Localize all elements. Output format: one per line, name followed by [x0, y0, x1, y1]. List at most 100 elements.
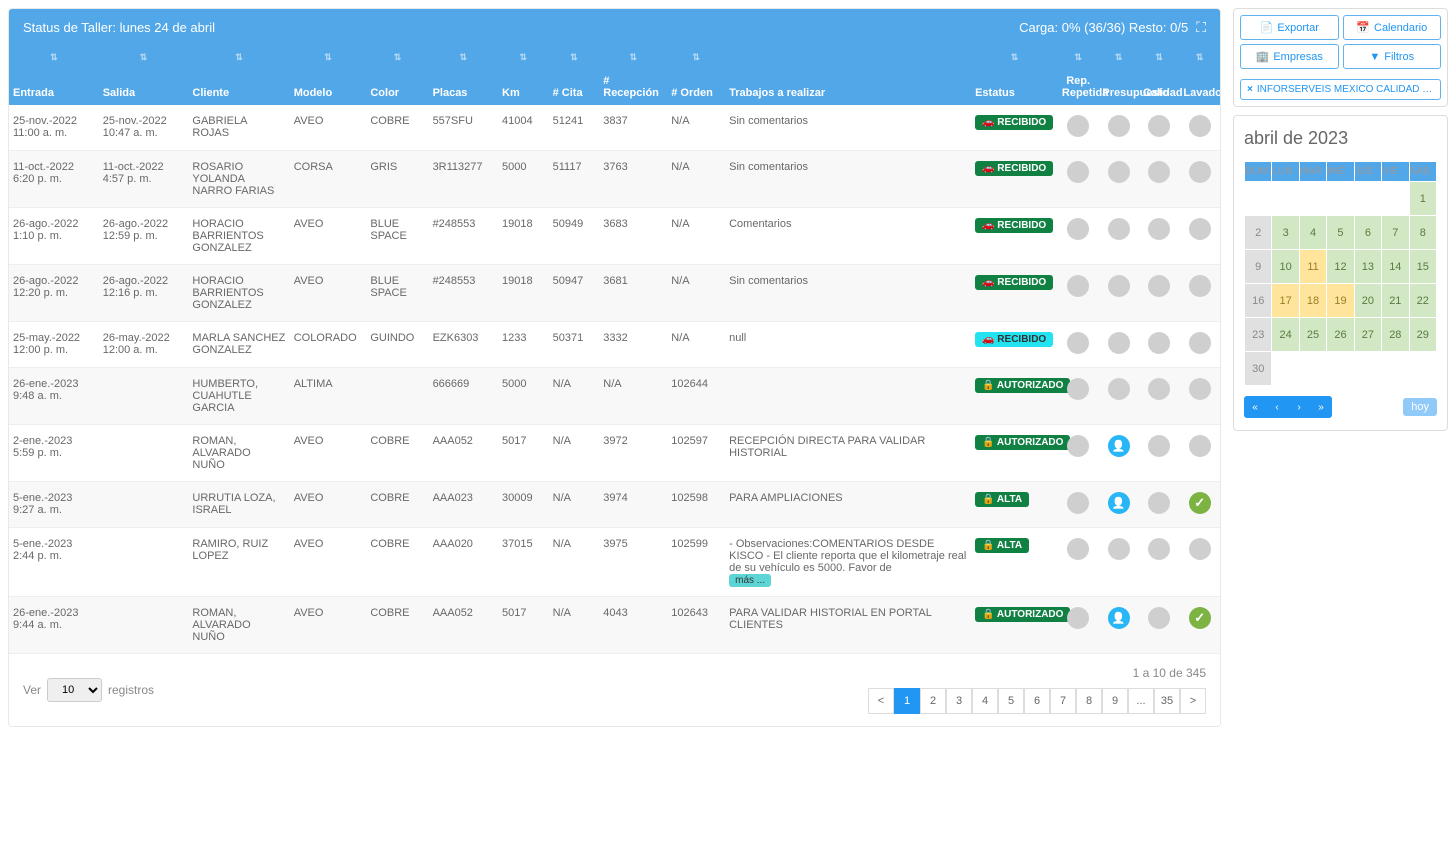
expand-icon[interactable]: ⛶ [1196, 19, 1206, 36]
cal-dot[interactable] [1148, 161, 1170, 183]
filtros-button[interactable]: ▼Filtros [1343, 44, 1442, 69]
col-km[interactable]: Km [498, 69, 549, 105]
lav-dot[interactable] [1189, 378, 1211, 400]
table-row[interactable]: 26-ene.-2023 9:48 a. m.HUMBERTO, CUAHUTL… [9, 368, 1220, 425]
cal-dot[interactable] [1148, 115, 1170, 137]
rep-dot[interactable] [1067, 538, 1089, 560]
cal-day[interactable]: 20 [1354, 284, 1381, 318]
cal-next-button[interactable]: › [1288, 396, 1310, 418]
cal-day[interactable]: 14 [1382, 250, 1409, 284]
cal-day[interactable]: 15 [1409, 250, 1436, 284]
lav-dot[interactable] [1189, 607, 1211, 629]
col-orden[interactable]: # Orden [667, 69, 725, 105]
sort-cal[interactable] [1139, 46, 1180, 69]
cal-day[interactable]: 25 [1299, 318, 1326, 352]
page-btn-4[interactable]: 4 [972, 688, 998, 714]
col-modelo[interactable]: Modelo [290, 69, 367, 105]
close-icon[interactable]: × [1247, 84, 1253, 95]
page-btn-9[interactable]: 9 [1102, 688, 1128, 714]
page-btn-<[interactable]: < [868, 688, 894, 714]
cal-day[interactable]: 17 [1272, 284, 1299, 318]
lav-dot[interactable] [1189, 161, 1211, 183]
sort-placas[interactable] [429, 46, 498, 69]
cal-day[interactable]: 9 [1245, 250, 1272, 284]
cal-day[interactable]: 22 [1409, 284, 1436, 318]
rep-dot[interactable] [1067, 218, 1089, 240]
page-btn-5[interactable]: 5 [998, 688, 1024, 714]
sort-lav[interactable] [1179, 46, 1220, 69]
table-row[interactable]: 5-ene.-2023 9:27 a. m.URRUTIA LOZA, ISRA… [9, 482, 1220, 528]
page-btn-8[interactable]: 8 [1076, 688, 1102, 714]
sort-km[interactable] [498, 46, 549, 69]
pres-dot[interactable] [1108, 538, 1130, 560]
pres-dot[interactable] [1108, 378, 1130, 400]
col-trabajos[interactable]: Trabajos a realizar [725, 69, 971, 105]
cal-dot[interactable] [1148, 275, 1170, 297]
lav-dot[interactable] [1189, 538, 1211, 560]
calendario-button[interactable]: 📅Calendario [1343, 15, 1442, 40]
cal-day[interactable]: 5 [1327, 216, 1354, 250]
mas-button[interactable]: más ... [729, 574, 771, 587]
cal-day[interactable]: 30 [1245, 352, 1272, 386]
cal-dot[interactable] [1148, 378, 1170, 400]
cal-day[interactable]: 4 [1299, 216, 1326, 250]
lav-dot[interactable] [1189, 218, 1211, 240]
cal-dot[interactable] [1148, 435, 1170, 457]
pres-dot[interactable] [1108, 607, 1130, 629]
hoy-button[interactable]: hoy [1403, 398, 1437, 416]
table-row[interactable]: 2-ene.-2023 5:59 p. m.ROMAN, ALVARADO NU… [9, 425, 1220, 482]
col-color[interactable]: Color [366, 69, 428, 105]
cal-day[interactable]: 11 [1299, 250, 1326, 284]
pres-dot[interactable] [1108, 492, 1130, 514]
rep-dot[interactable] [1067, 435, 1089, 457]
cal-day[interactable]: 19 [1327, 284, 1354, 318]
rep-dot[interactable] [1067, 275, 1089, 297]
sort-cita[interactable] [549, 46, 600, 69]
lav-dot[interactable] [1189, 435, 1211, 457]
pres-dot[interactable] [1108, 161, 1130, 183]
cal-prev-button[interactable]: ‹ [1266, 396, 1288, 418]
col-lavado[interactable]: Lavado [1179, 69, 1220, 105]
cal-first-button[interactable]: « [1244, 396, 1266, 418]
pres-dot[interactable] [1108, 332, 1130, 354]
table-row[interactable]: 26-ene.-2023 9:44 a. m.ROMAN, ALVARADO N… [9, 597, 1220, 654]
page-btn-7[interactable]: 7 [1050, 688, 1076, 714]
sort-recepcion[interactable] [599, 46, 667, 69]
cal-day[interactable]: 26 [1327, 318, 1354, 352]
lav-dot[interactable] [1189, 275, 1211, 297]
cal-day[interactable]: 3 [1272, 216, 1299, 250]
sort-pres[interactable] [1098, 46, 1139, 69]
pres-dot[interactable] [1108, 435, 1130, 457]
page-size-select[interactable]: 10 [47, 678, 102, 702]
pres-dot[interactable] [1108, 275, 1130, 297]
cal-day[interactable]: 8 [1409, 216, 1436, 250]
page-btn-1[interactable]: 1 [894, 688, 920, 714]
rep-dot[interactable] [1067, 492, 1089, 514]
cal-day[interactable]: 18 [1299, 284, 1326, 318]
col-placas[interactable]: Placas [429, 69, 498, 105]
cal-day[interactable]: 28 [1382, 318, 1409, 352]
table-row[interactable]: 5-ene.-2023 2:44 p. m.RAMIRO, RUIZ LOPEZ… [9, 528, 1220, 597]
lav-dot[interactable] [1189, 492, 1211, 514]
rep-dot[interactable] [1067, 607, 1089, 629]
cal-day[interactable]: 24 [1272, 318, 1299, 352]
pres-dot[interactable] [1108, 115, 1130, 137]
lav-dot[interactable] [1189, 332, 1211, 354]
sort-entrada[interactable] [9, 46, 99, 69]
page-btn-3[interactable]: 3 [946, 688, 972, 714]
col-presu[interactable]: Presupuesto [1098, 69, 1139, 105]
col-entrada[interactable]: Entrada [9, 69, 99, 105]
col-cliente[interactable]: Cliente [188, 69, 289, 105]
cal-day[interactable]: 29 [1409, 318, 1436, 352]
sort-salida[interactable] [99, 46, 189, 69]
cal-dot[interactable] [1148, 538, 1170, 560]
lav-dot[interactable] [1189, 115, 1211, 137]
cal-dot[interactable] [1148, 332, 1170, 354]
rep-dot[interactable] [1067, 115, 1089, 137]
col-rep[interactable]: Rep. Repetida [1058, 69, 1099, 105]
cal-day[interactable]: 13 [1354, 250, 1381, 284]
page-btn-6[interactable]: 6 [1024, 688, 1050, 714]
cal-day[interactable]: 7 [1382, 216, 1409, 250]
rep-dot[interactable] [1067, 332, 1089, 354]
pres-dot[interactable] [1108, 218, 1130, 240]
